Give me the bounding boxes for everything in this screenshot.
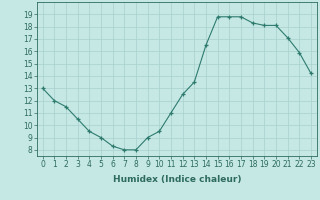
X-axis label: Humidex (Indice chaleur): Humidex (Indice chaleur) [113, 175, 241, 184]
